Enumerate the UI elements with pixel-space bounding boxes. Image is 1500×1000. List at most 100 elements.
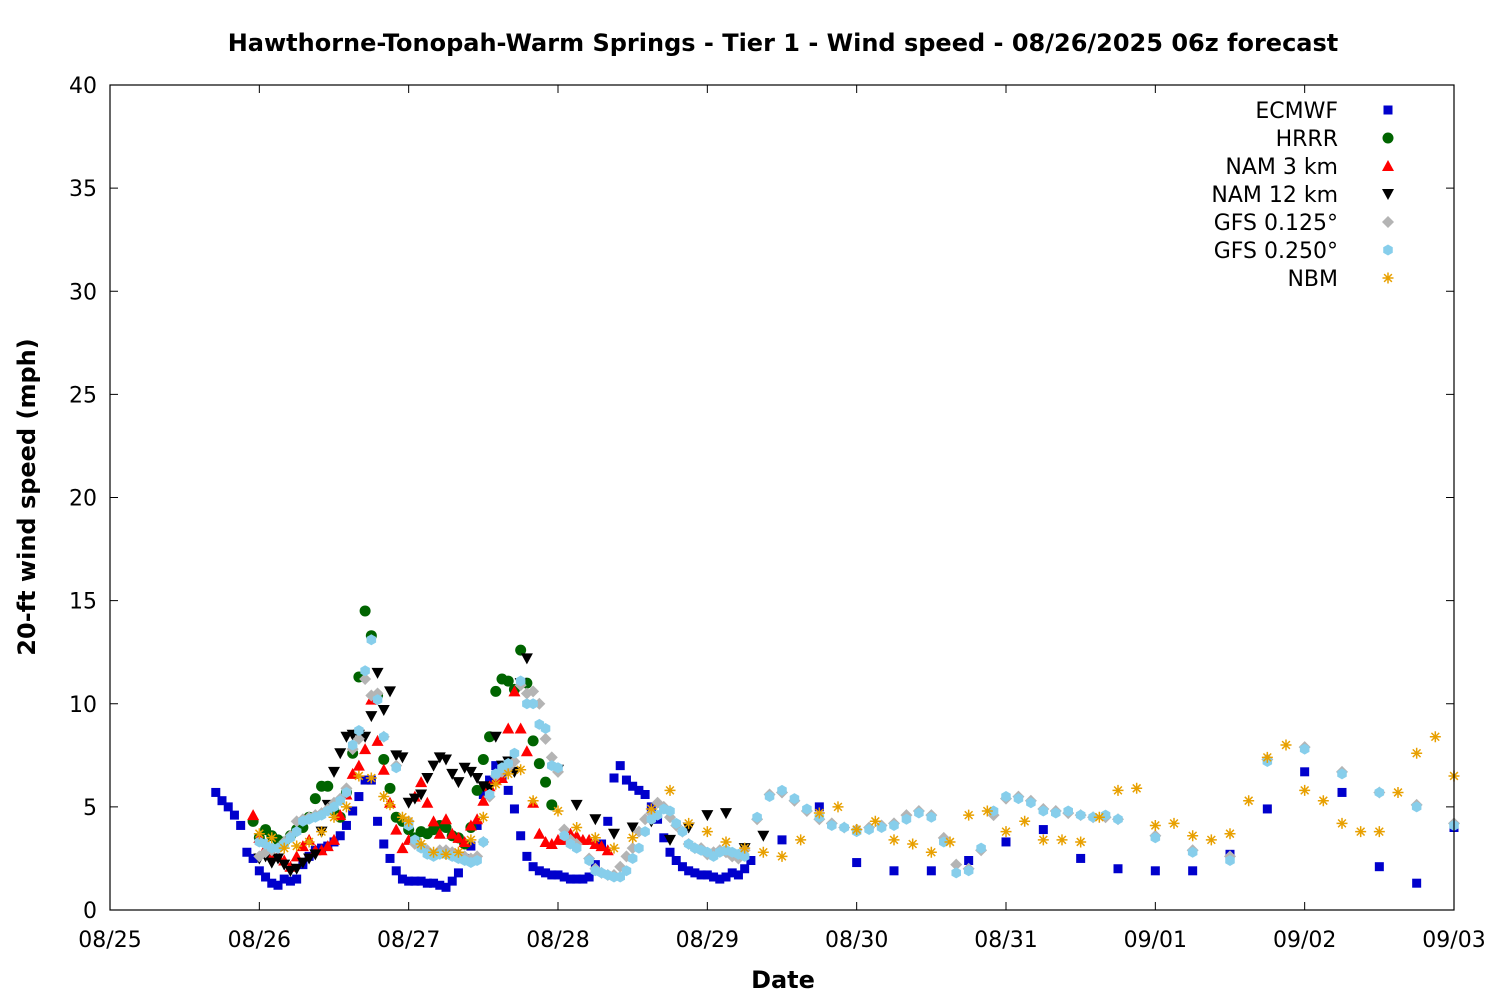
data-point <box>683 817 695 829</box>
data-point <box>740 864 750 874</box>
data-point <box>527 685 540 698</box>
data-point <box>595 840 608 852</box>
data-point <box>365 772 377 784</box>
x-tick-label: 08/26 <box>228 928 291 953</box>
data-point <box>720 808 732 820</box>
data-point <box>384 686 396 698</box>
data-point <box>490 778 502 790</box>
data-point <box>303 836 315 848</box>
data-point <box>441 882 451 892</box>
legend-marker <box>1382 189 1394 200</box>
data-point <box>464 819 477 831</box>
data-point <box>1037 834 1049 846</box>
data-point <box>889 819 899 831</box>
data-point <box>396 842 409 854</box>
data-point <box>1063 805 1073 817</box>
x-axis-ticks: 08/25 08/26 08/27 08/28 08/29 08/30 08/31 09/01… <box>78 85 1486 953</box>
data-point <box>802 803 812 815</box>
y-axis-label: 20-ft wind speed (mph) <box>13 338 41 655</box>
data-point <box>223 802 233 812</box>
data-point <box>589 814 602 826</box>
data-point <box>452 777 465 789</box>
data-point <box>963 809 975 821</box>
data-point <box>421 796 434 808</box>
data-point <box>508 685 521 697</box>
data-point <box>634 785 644 795</box>
data-point <box>852 858 862 868</box>
data-point <box>640 790 650 799</box>
data-point <box>944 836 956 848</box>
data-point <box>1280 739 1292 751</box>
y-tick-label: 20 <box>69 487 97 512</box>
data-point <box>359 743 372 755</box>
data-point <box>371 667 384 679</box>
y-tick-label: 25 <box>69 383 97 408</box>
data-point <box>472 820 482 830</box>
data-point <box>341 820 351 830</box>
data-point <box>677 862 687 872</box>
data-point <box>491 768 501 780</box>
data-point <box>533 827 546 839</box>
y-tick-label: 30 <box>69 280 97 305</box>
y-tick-label: 40 <box>69 74 97 99</box>
data-point <box>621 865 632 877</box>
data-point <box>427 815 440 827</box>
data-point <box>292 874 302 884</box>
data-point <box>416 876 426 886</box>
data-point <box>1336 817 1348 829</box>
legend-label: ECMWF <box>1255 99 1338 124</box>
data-point <box>485 775 495 785</box>
data-point <box>1317 795 1329 807</box>
legend-label: HRRR <box>1276 127 1338 152</box>
chart-title: Hawthorne-Tonopah-Warm Springs - Tier 1 … <box>228 29 1339 57</box>
data-point <box>335 831 345 841</box>
data-point <box>440 848 452 860</box>
data-point <box>1392 786 1404 798</box>
data-point <box>378 753 390 765</box>
data-point <box>385 853 395 863</box>
data-point <box>322 780 334 792</box>
legend-marker <box>1383 105 1393 115</box>
data-point <box>490 685 502 697</box>
data-point <box>665 805 675 817</box>
plot-points <box>211 605 1460 892</box>
data-point <box>316 826 328 838</box>
data-point <box>391 762 401 774</box>
data-point <box>964 856 974 865</box>
data-point <box>291 840 303 852</box>
data-point <box>671 856 681 865</box>
data-point <box>377 704 390 716</box>
data-point <box>1076 853 1086 863</box>
data-point <box>354 725 364 737</box>
data-point <box>309 793 321 805</box>
data-point <box>1262 804 1272 814</box>
data-point <box>415 789 428 801</box>
data-point <box>907 838 919 850</box>
data-point <box>608 828 620 840</box>
data-point <box>926 811 937 823</box>
data-point <box>677 826 688 838</box>
data-point <box>701 826 713 838</box>
data-point <box>545 838 558 849</box>
data-point <box>1299 784 1311 796</box>
data-point <box>553 870 563 880</box>
data-point <box>571 822 583 833</box>
data-point <box>478 836 489 848</box>
data-point <box>428 846 440 858</box>
data-point <box>347 739 358 751</box>
data-point <box>901 813 912 825</box>
data-point <box>415 838 427 850</box>
data-point <box>410 876 420 886</box>
data-point <box>527 795 539 807</box>
data-point <box>447 876 457 886</box>
data-point <box>727 868 737 878</box>
data-point <box>665 847 675 857</box>
data-point <box>514 722 527 734</box>
x-tick-label: 09/01 <box>1124 928 1187 953</box>
data-point <box>645 803 657 815</box>
data-point <box>939 836 949 848</box>
x-tick-label: 09/02 <box>1273 928 1336 953</box>
data-point <box>1150 866 1160 876</box>
data-point <box>396 811 408 823</box>
legend-label: GFS 0.250° <box>1214 239 1338 264</box>
